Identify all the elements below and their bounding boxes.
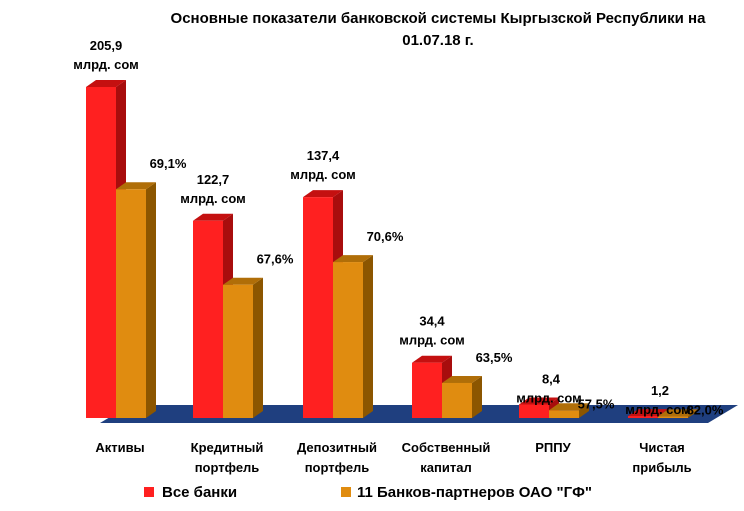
bar-partner-banks-3-side: [472, 375, 482, 418]
category-label-0-0: Активы: [95, 440, 144, 455]
bar-all-banks-4-front: [519, 404, 549, 418]
value-label-all-banks-3: 34,4: [419, 314, 445, 329]
bar-partner-banks-0: [116, 182, 156, 418]
percent-label-partner-banks-0: 69,1%: [150, 156, 187, 171]
unit-label-all-banks-3: млрд. сом: [399, 333, 465, 348]
value-label-all-banks-5: 1,2: [651, 383, 669, 398]
bar-all-banks-0-front: [86, 87, 116, 418]
percent-label-partner-banks-4: 57,5%: [578, 396, 615, 411]
bar-partner-banks-4: [549, 403, 589, 418]
value-label-all-banks-2: 137,4: [307, 148, 340, 163]
bar-partner-banks-5-front: [658, 416, 688, 418]
bar-partner-banks-2: [333, 255, 373, 418]
bar-partner-banks-3-top: [442, 375, 482, 383]
bar-partner-banks-1-side: [253, 277, 263, 418]
category-label-3-0: Собственный: [402, 440, 491, 455]
bar-partner-banks-0-top: [116, 182, 156, 190]
bar-partner-banks-3: [442, 375, 482, 418]
bar-all-banks-3-top: [412, 355, 452, 363]
bar-partner-banks-1: [223, 277, 263, 418]
percent-label-partner-banks-3: 63,5%: [476, 350, 513, 365]
bar-partner-banks-2-front: [333, 262, 363, 418]
unit-label-all-banks-5: млрд. сом: [625, 402, 691, 417]
bar-all-banks-1-top: [193, 213, 233, 221]
unit-label-all-banks-1: млрд. сом: [180, 191, 246, 206]
category-label-3-1: капитал: [420, 460, 471, 475]
legend-label-all-banks: Все банки: [162, 484, 237, 501]
bar-partner-banks-5-top: [658, 409, 698, 417]
bar-partner-banks-2-top: [333, 255, 373, 263]
bar-all-banks-2-front: [303, 197, 333, 418]
unit-label-all-banks-0: млрд. сом: [73, 57, 139, 72]
bar-partner-banks-0-front: [116, 189, 146, 418]
bar-partner-banks-3-front: [442, 382, 472, 418]
chart-title: Основные показатели банковской системы К…: [171, 10, 707, 49]
legend-swatch-partner-banks: [341, 487, 351, 497]
bar-all-banks-5-top: [628, 409, 668, 417]
category-label-5-1: прибыль: [632, 460, 691, 475]
category-label-1-0: Кредитный: [191, 440, 264, 455]
bars: [86, 80, 698, 418]
legend-label-partner-banks: 11 Банков-партнеров ОАО "ГФ": [357, 484, 592, 501]
value-label-all-banks-4: 8,4: [542, 371, 561, 386]
legend-swatch-all-banks: [144, 487, 154, 497]
category-labels: Активы Кредитный портфель Депозитный портфел…: [95, 440, 691, 475]
unit-label-all-banks-4: млрд. сом: [516, 390, 582, 405]
bar-partner-banks-1-front: [223, 284, 253, 418]
bar-partner-banks-5-side: [688, 409, 698, 418]
bar-all-banks-2-top: [303, 190, 343, 198]
category-label-2-0: Депозитный: [297, 440, 377, 455]
bar-partner-banks-4-top: [549, 403, 589, 411]
bar-all-banks-1-front: [193, 220, 223, 418]
bar-partner-banks-2-side: [363, 255, 373, 418]
bar-partner-banks-4-front: [549, 410, 579, 418]
chart-title-line-2: 01.07.18 г.: [402, 32, 473, 49]
value-label-all-banks-1: 122,7: [197, 172, 230, 187]
percent-label-partner-banks-2: 70,6%: [367, 229, 404, 244]
bar-all-banks-3-front: [412, 362, 442, 418]
value-label-all-banks-0: 205,9: [90, 38, 123, 53]
percent-label-partner-banks-5: 82,0%: [687, 402, 724, 417]
bar-partner-banks-0-side: [146, 182, 156, 418]
category-label-1-1: портфель: [195, 460, 260, 475]
bar-partner-banks-5: [658, 409, 698, 418]
bar-all-banks-5-front: [628, 416, 658, 418]
category-label-2-1: портфель: [305, 460, 370, 475]
unit-label-all-banks-2: млрд. сом: [290, 167, 356, 182]
data-labels: 205,9 млрд. сом 69,1% 122,7 млрд. сом 67,6% 13…: [73, 38, 724, 417]
percent-label-partner-banks-1: 67,6%: [257, 252, 294, 267]
category-label-4-0: РППУ: [535, 440, 571, 455]
bar-all-banks-4-top: [519, 397, 559, 405]
legend: Все банки 11 Банков-партнеров ОАО "ГФ": [144, 484, 592, 501]
chart-title-line-1: Основные показатели банковской системы К…: [171, 10, 707, 27]
bar-partner-banks-1-top: [223, 277, 263, 285]
bar-all-banks-0-top: [86, 80, 126, 87]
bar-partner-banks-4-side: [579, 403, 589, 418]
category-label-5-0: Чистая: [639, 440, 685, 455]
